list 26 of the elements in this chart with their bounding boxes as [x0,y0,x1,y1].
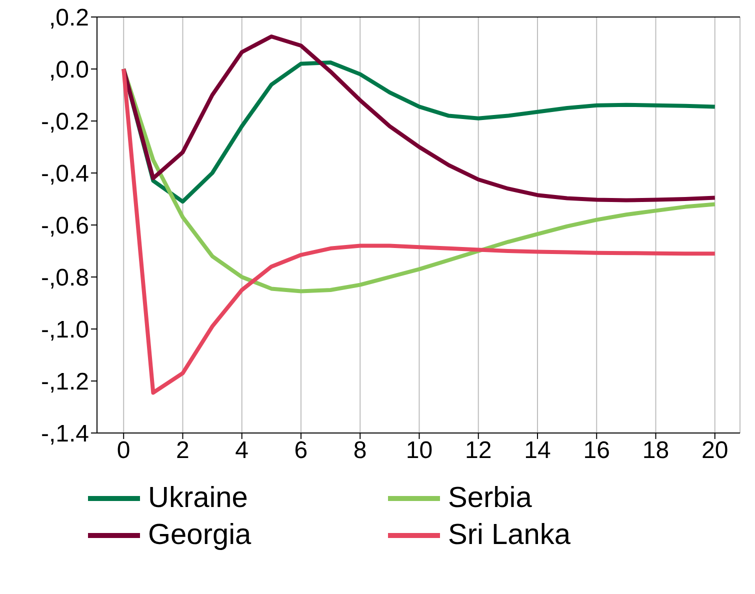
y-tick-label: ,0.0 [48,56,89,84]
x-tick-label: 10 [406,437,433,464]
y-tick-label: -,0.2 [40,108,89,136]
y-tick-label: -,1.2 [40,368,89,396]
x-tick-label: 2 [176,437,190,464]
x-tick-label: 18 [642,437,670,464]
y-tick-label: -,1.0 [40,316,89,344]
line-series [122,34,717,202]
line-series [122,67,717,395]
legend-label: Serbia [448,482,532,515]
x-tick-label: 0 [116,437,130,464]
x-tick-label: 12 [465,437,492,464]
x-tick-label: 4 [235,437,249,464]
x-tick-label: 6 [294,437,308,464]
y-tick-label: -,0.6 [40,212,89,240]
y-tick-label: ,0.2 [48,4,89,32]
x-tick-label: 8 [353,437,367,464]
y-tick-label: -,0.4 [40,160,89,188]
legend-label: Sri Lanka [448,519,571,552]
y-tick-label: -,1.4 [40,420,89,448]
x-tick-label: 16 [583,437,610,464]
x-tick-label: 14 [524,437,551,464]
x-tick-label: 20 [702,437,728,464]
legend-label: Georgia [148,519,252,552]
legend-label: Ukraine [148,482,248,515]
y-tick-label: -,0.8 [40,264,89,292]
